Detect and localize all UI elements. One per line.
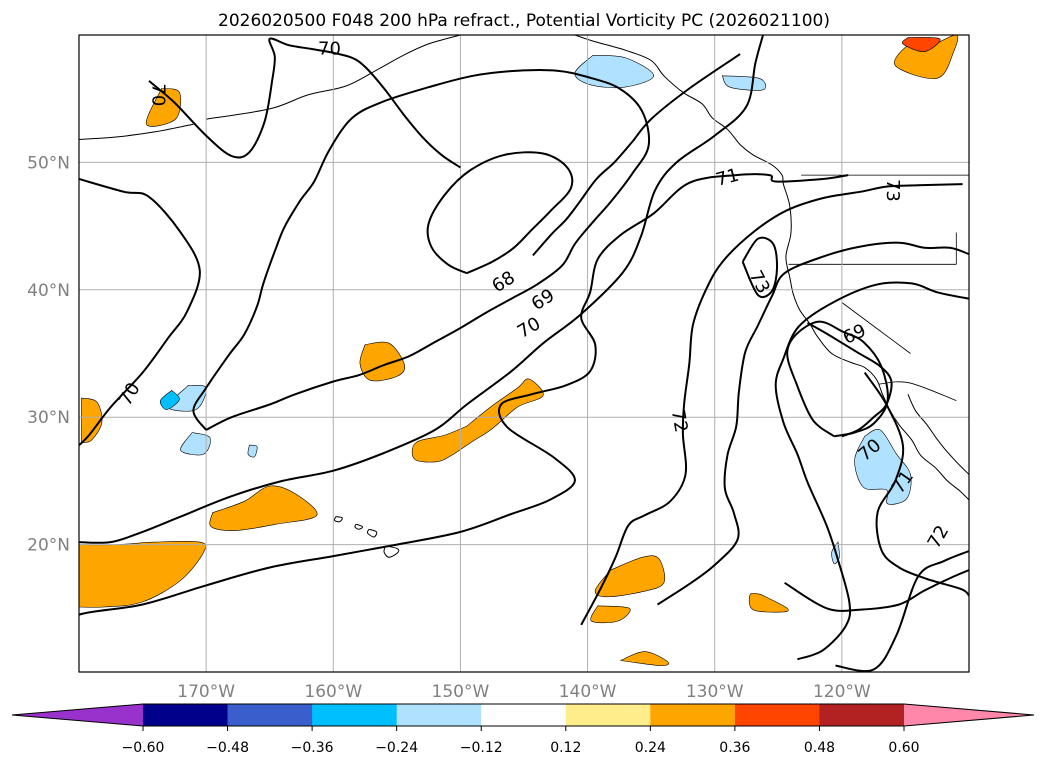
contour-label-10: 72 <box>667 408 692 434</box>
contour-72-7 <box>580 183 963 626</box>
pv-region-17 <box>247 444 258 458</box>
colorbar-tick-label-1: −0.48 <box>206 740 249 756</box>
pv-region-1 <box>79 540 207 608</box>
coastline-0 <box>206 35 461 120</box>
political-border-4 <box>878 381 957 401</box>
coastline-3 <box>907 394 969 475</box>
colorbar-tick-label-4: −0.12 <box>460 740 503 756</box>
pv-region-2 <box>81 397 103 444</box>
colorbar-segment-4 <box>481 704 567 726</box>
colorbar-segment-2 <box>312 704 398 726</box>
coastline-5 <box>366 528 378 538</box>
pv-region-9 <box>620 651 669 666</box>
colorbar-segment-0 <box>143 704 229 726</box>
coastline-1 <box>79 123 194 140</box>
contour-70-1 <box>148 37 461 169</box>
contour-73-8 <box>656 241 969 606</box>
longitude-label-3: 140°W <box>559 682 617 702</box>
colorbar-tick-label-0: −0.60 <box>122 740 165 756</box>
contour-73-9 <box>741 236 779 299</box>
pv-region-14 <box>721 75 767 91</box>
colorbar-segment-3 <box>396 704 482 726</box>
pv-region-20 <box>159 389 180 410</box>
political-border-3 <box>841 302 911 354</box>
colorbar-segment-6 <box>650 704 736 726</box>
coastline-7 <box>354 523 364 530</box>
colorbar-segment-8 <box>819 704 905 726</box>
colorbar-tick-label-9: 0.60 <box>888 740 919 756</box>
coastline-2 <box>574 35 969 501</box>
contour-72-6 <box>532 53 741 257</box>
latitude-label-3: 50°N <box>27 153 70 173</box>
pv-region-12 <box>901 37 941 52</box>
contour-label-0: 70 <box>147 83 168 106</box>
contour-71-5 <box>79 173 849 616</box>
pv-region-8 <box>748 592 789 613</box>
colorbar-tick-label-6: 0.24 <box>635 740 666 756</box>
contour-70-14 <box>807 322 893 438</box>
map-background <box>79 35 969 672</box>
contour-73-11 <box>784 569 969 612</box>
longitude-label-1: 160°W <box>304 682 362 702</box>
colorbar-tick-label-5: 0.12 <box>550 740 581 756</box>
contour-69-15 <box>786 320 889 438</box>
colorbar-tick-label-3: −0.24 <box>375 740 418 756</box>
pv-region-7 <box>590 605 631 624</box>
pv-region-6 <box>594 555 666 598</box>
contour-70-0 <box>79 178 201 446</box>
pv-region-18 <box>854 428 912 505</box>
contour-69-3 <box>192 68 651 431</box>
longitude-label-4: 130°W <box>686 682 744 702</box>
latitude-label-1: 30°N <box>27 408 70 428</box>
coastline-6 <box>333 516 343 523</box>
colorbar-segment-1 <box>227 704 313 726</box>
latitude-tick-labels: 20°N 30°N 40°N 50°N <box>27 153 70 555</box>
contour-72-12 <box>835 550 969 672</box>
chart-title: 2026020500 F048 200 hPa refract., Potent… <box>218 11 830 31</box>
colorbar-extend-high <box>904 704 1034 726</box>
longitude-label-0: 170°W <box>177 682 235 702</box>
contour-label-3: 73 <box>882 179 903 202</box>
colorbar-tick-label-8: 0.48 <box>804 740 835 756</box>
colorbar-segment-5 <box>565 704 651 726</box>
coastline-4 <box>383 545 400 558</box>
colorbar-tick-label-7: 0.36 <box>719 740 750 756</box>
contour-71-13 <box>863 372 969 597</box>
longitude-label-2: 150°W <box>432 682 490 702</box>
contour-label-1: 70 <box>318 39 341 60</box>
contour-70-2 <box>79 35 764 544</box>
longitude-tick-labels: 170°W 160°W 150°W 140°W 130°W 120°W <box>177 682 871 702</box>
pv-region-3 <box>209 485 318 531</box>
colorbar-segment-7 <box>734 704 820 726</box>
colorbar: −0.60 −0.48 −0.36 −0.24 −0.12 0.12 0.24 0.36 0.4… <box>11 703 1035 756</box>
map-frame <box>78 34 970 673</box>
contour-68-4 <box>426 151 574 275</box>
colorbar-extend-low <box>12 704 143 726</box>
latitude-label-0: 20°N <box>27 536 70 556</box>
latitude-label-2: 40°N <box>27 281 70 301</box>
pv-region-11 <box>145 88 182 127</box>
colorbar-tick-label-2: −0.36 <box>291 740 334 756</box>
refractivity-contours <box>79 35 969 672</box>
gridlines <box>79 35 969 672</box>
longitude-label-5: 120°W <box>813 682 871 702</box>
